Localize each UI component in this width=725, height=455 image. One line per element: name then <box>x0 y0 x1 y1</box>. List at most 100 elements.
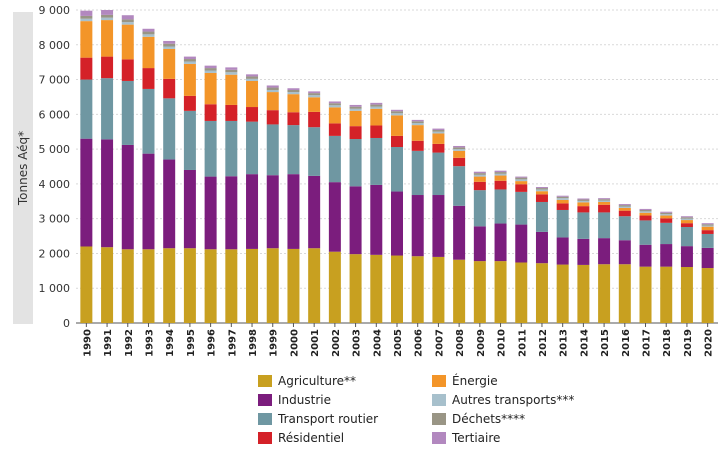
bar-2016-series-4 <box>618 207 631 211</box>
bar-2019-series-3 <box>680 223 693 228</box>
bar-2008-series-3 <box>453 157 466 167</box>
bar-2004-series-3 <box>370 125 383 138</box>
bar-1992-series-0 <box>121 249 134 323</box>
bar-2006-series-6 <box>411 121 424 124</box>
bar-2004-series-1 <box>370 184 383 255</box>
bar-1993-series-5 <box>142 34 155 37</box>
bar-2004-series-7 <box>370 102 383 105</box>
bar-1990-series-3 <box>80 57 93 80</box>
bar-2018-series-0 <box>660 266 673 323</box>
bar-2020-series-5 <box>701 225 714 227</box>
bar-2015-series-6 <box>598 199 611 201</box>
bar-2005-series-0 <box>391 255 403 323</box>
bar-1998-series-5 <box>246 78 259 81</box>
bar-2013-series-3 <box>556 203 569 210</box>
bar-2000-series-6 <box>287 89 300 93</box>
bar-2006-series-2 <box>411 150 424 196</box>
bar-2010-series-5 <box>494 173 507 176</box>
stacked-bar-chart: 0 1 000 2 000 3 000 4 000 5 000 6 000 7 000 8 00… <box>39 4 718 357</box>
y-tick-label-0: 0 <box>63 317 70 330</box>
bar-1995-series-1 <box>183 169 196 249</box>
bar-2019-series-0 <box>680 267 693 323</box>
bar-2000-series-0 <box>287 248 300 323</box>
bar-1997-series-3 <box>225 104 238 121</box>
bar-2008-series-6 <box>453 147 466 150</box>
bar-1997-series-5 <box>225 72 238 75</box>
bar-1998-series-2 <box>246 121 259 175</box>
bar-1999-series-4 <box>266 92 279 111</box>
bar-1994-series-1 <box>163 159 176 249</box>
bar-1993-series-2 <box>142 88 155 154</box>
bar-2001-series-7 <box>308 91 321 94</box>
bar-2011-series-7 <box>515 176 528 178</box>
bar-2019-series-5 <box>680 218 693 221</box>
bar-1998-series-0 <box>246 248 259 323</box>
bar-1995-series-0 <box>183 248 196 323</box>
x-tick-label-2004: 2004 <box>372 329 383 357</box>
bar-2003-series-2 <box>349 139 362 187</box>
bar-2001-series-6 <box>308 93 321 96</box>
legend-label-agriculture: Agriculture** <box>278 374 356 388</box>
bar-2014-series-0 <box>577 264 590 323</box>
bar-1997-series-7 <box>225 67 238 70</box>
bar-1995-series-7 <box>183 56 196 60</box>
bar-2014-series-5 <box>577 200 590 203</box>
bar-1997-series-1 <box>225 176 238 250</box>
bar-1992-series-7 <box>121 15 134 20</box>
bar-2012-series-7 <box>535 187 548 189</box>
x-tick-label-2003: 2003 <box>352 329 363 357</box>
y-tick-label-5: 5 000 <box>39 143 71 156</box>
bar-2006-series-3 <box>411 140 424 151</box>
bar-2018-series-7 <box>660 211 673 213</box>
bar-1998-series-7 <box>246 74 259 77</box>
bar-2004-series-6 <box>370 104 383 107</box>
bar-1991-series-1 <box>101 139 114 248</box>
bar-1992-series-5 <box>121 22 134 25</box>
bar-2016-series-6 <box>618 205 631 207</box>
bar-2000-series-5 <box>287 92 300 95</box>
bar-2007-series-0 <box>432 256 445 323</box>
bar-2018-series-6 <box>660 212 673 215</box>
bar-2003-series-1 <box>349 186 362 255</box>
bar-2009-series-5 <box>473 174 486 177</box>
bar-1991-series-4 <box>101 20 114 57</box>
legend-item-tertiaire: Tertiaire <box>432 429 500 447</box>
bar-2009-series-0 <box>473 261 486 323</box>
y-tick-label-2: 2 000 <box>39 247 71 260</box>
legend-item-autres-transports: Autres transports*** <box>432 391 574 409</box>
bar-2015-series-2 <box>598 212 611 239</box>
bar-1995-series-5 <box>183 61 196 64</box>
bar-1996-series-2 <box>204 120 217 177</box>
bar-2016-series-0 <box>618 264 631 323</box>
bar-1995-series-6 <box>183 59 196 62</box>
bar-1991-series-5 <box>101 17 114 21</box>
bar-2000-series-1 <box>287 174 300 249</box>
x-tick-label-2009: 2009 <box>476 329 487 357</box>
bar-2017-series-5 <box>639 211 652 213</box>
bar-2008-series-1 <box>453 205 466 260</box>
bar-1999-series-7 <box>266 85 279 88</box>
bar-2002-series-2 <box>328 135 341 183</box>
bar-2002-series-7 <box>328 101 341 104</box>
bar-2009-series-4 <box>473 176 486 182</box>
bar-2000-series-4 <box>287 94 300 113</box>
y-tick-label-6: 6 000 <box>39 108 71 121</box>
bar-2011-series-3 <box>515 184 528 192</box>
bar-1992-series-2 <box>121 80 134 145</box>
bar-2001-series-5 <box>308 95 321 98</box>
bar-2001-series-2 <box>308 127 321 176</box>
bar-2019-series-2 <box>680 227 693 247</box>
bar-2010-series-7 <box>494 170 507 173</box>
bar-2015-series-0 <box>598 264 611 323</box>
bar-1990-series-5 <box>80 18 93 22</box>
bar-1991-series-0 <box>101 247 114 323</box>
bar-2012-series-0 <box>535 263 548 323</box>
bar-1998-series-1 <box>246 174 259 249</box>
bar-1994-series-6 <box>163 43 176 47</box>
bar-1995-series-3 <box>183 95 196 111</box>
bar-2018-series-5 <box>660 214 673 216</box>
bar-2000-series-3 <box>287 112 300 126</box>
bar-2007-series-7 <box>432 128 445 130</box>
bar-1998-series-4 <box>246 80 259 108</box>
y-tick-label-9: 9 000 <box>39 4 71 17</box>
